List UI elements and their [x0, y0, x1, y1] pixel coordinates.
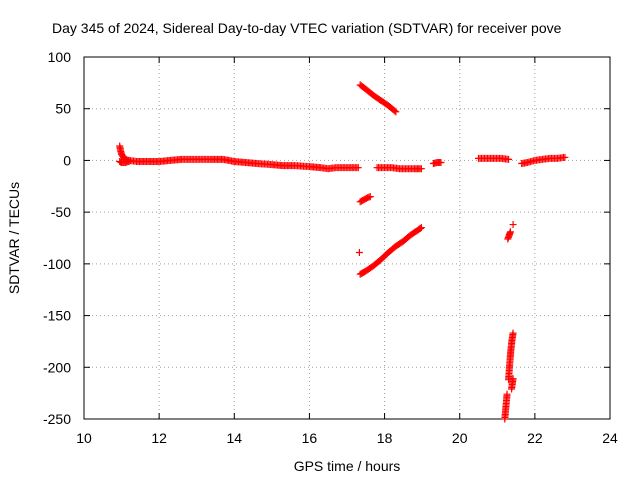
y-tick-label: 100: [48, 49, 72, 65]
chart-title: Day 345 of 2024, Sidereal Day-to-day VTE…: [52, 20, 562, 36]
data-point: [355, 248, 363, 256]
y-tick-label: 50: [55, 101, 71, 117]
x-tick-label: 22: [527, 430, 543, 446]
x-tick-label: 12: [151, 430, 167, 446]
plot-frame: [83, 56, 611, 420]
data-point: [417, 165, 425, 173]
y-tick-label: -50: [51, 204, 71, 220]
data-point: [509, 375, 517, 383]
x-tick-label: 20: [452, 430, 468, 446]
data-point: [125, 157, 133, 165]
x-tick-label: 14: [226, 430, 242, 446]
data-point: [354, 164, 362, 172]
data-point: [366, 193, 374, 201]
data-point: [416, 224, 424, 232]
x-axis-label: GPS time / hours: [294, 458, 401, 474]
data-point: [509, 221, 517, 229]
x-tick-label: 16: [302, 430, 318, 446]
axis-ticks: 10 12 14 16 18 20 22 24 100 50 0 -50 -100 -150 -200 -25…: [43, 49, 618, 446]
x-tick-label: 24: [602, 430, 618, 446]
data-point: [506, 228, 514, 236]
data-point: [392, 108, 400, 116]
data-point: [503, 390, 511, 398]
grid-lines: [84, 57, 610, 419]
data-point: [437, 158, 445, 166]
data-point: [509, 329, 517, 337]
data-point: [391, 107, 399, 115]
y-axis-label: SDTVAR / TECUs: [6, 182, 22, 294]
x-tick-label: 18: [377, 430, 393, 446]
y-tick-label: -200: [43, 359, 71, 375]
x-tick-label: 10: [76, 430, 92, 446]
y-tick-label: -250: [43, 411, 71, 427]
data-point: [561, 153, 569, 161]
y-tick-label: 0: [63, 152, 71, 168]
y-tick-label: -100: [43, 256, 71, 272]
data-point: [505, 155, 513, 163]
data-points: [116, 81, 569, 423]
y-tick-label: -150: [43, 308, 71, 324]
data-point: [417, 224, 425, 232]
